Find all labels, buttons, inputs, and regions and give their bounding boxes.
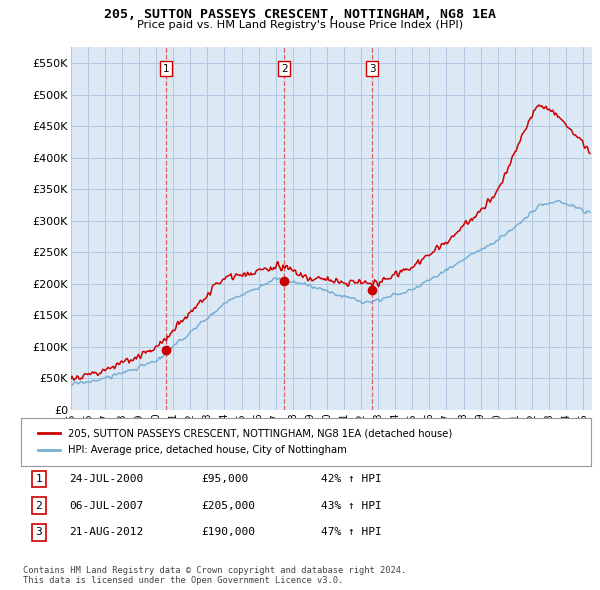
Text: 1: 1 [35, 474, 43, 484]
Text: Price paid vs. HM Land Registry's House Price Index (HPI): Price paid vs. HM Land Registry's House … [137, 20, 463, 30]
Text: 06-JUL-2007: 06-JUL-2007 [69, 501, 143, 510]
Text: 47% ↑ HPI: 47% ↑ HPI [321, 527, 382, 537]
Text: £190,000: £190,000 [201, 527, 255, 537]
Text: 42% ↑ HPI: 42% ↑ HPI [321, 474, 382, 484]
Text: 3: 3 [35, 527, 43, 537]
Text: Contains HM Land Registry data © Crown copyright and database right 2024.
This d: Contains HM Land Registry data © Crown c… [23, 566, 406, 585]
Text: 2: 2 [281, 64, 288, 74]
Text: £205,000: £205,000 [201, 501, 255, 510]
Text: 2: 2 [35, 501, 43, 510]
Text: 21-AUG-2012: 21-AUG-2012 [69, 527, 143, 537]
Text: £95,000: £95,000 [201, 474, 248, 484]
Text: 1: 1 [163, 64, 169, 74]
Text: 43% ↑ HPI: 43% ↑ HPI [321, 501, 382, 510]
Text: 3: 3 [368, 64, 376, 74]
Text: 205, SUTTON PASSEYS CRESCENT, NOTTINGHAM, NG8 1EA: 205, SUTTON PASSEYS CRESCENT, NOTTINGHAM… [104, 8, 496, 21]
Text: 24-JUL-2000: 24-JUL-2000 [69, 474, 143, 484]
Legend: 205, SUTTON PASSEYS CRESCENT, NOTTINGHAM, NG8 1EA (detached house), HPI: Average: 205, SUTTON PASSEYS CRESCENT, NOTTINGHAM… [32, 422, 458, 461]
